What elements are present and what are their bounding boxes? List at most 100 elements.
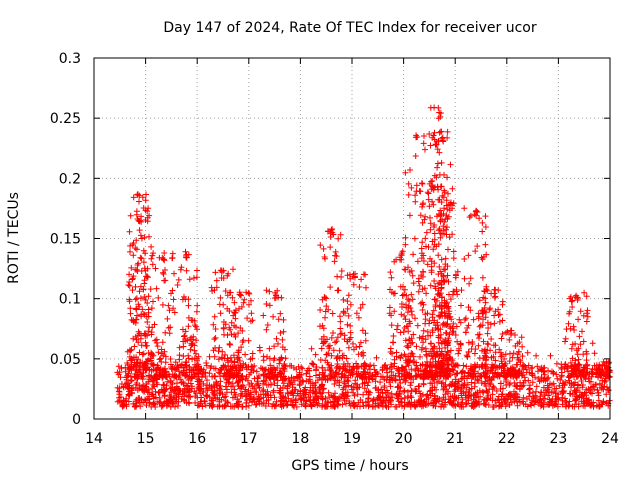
data-point — [160, 269, 166, 276]
data-point — [176, 344, 183, 351]
data-point — [405, 180, 412, 187]
data-point — [157, 398, 164, 405]
data-point — [574, 297, 581, 303]
data-point — [537, 396, 544, 403]
data-point — [472, 346, 479, 353]
data-point — [589, 340, 596, 347]
data-point — [231, 373, 238, 379]
data-point — [516, 370, 523, 377]
data-point — [128, 377, 135, 384]
data-point — [163, 386, 170, 393]
data-point — [135, 301, 142, 308]
data-point — [346, 398, 352, 405]
data-point — [424, 358, 430, 365]
data-point — [437, 110, 444, 117]
data-point — [417, 390, 424, 397]
data-point — [470, 316, 477, 323]
data-point — [589, 390, 595, 397]
data-point — [458, 369, 465, 376]
data-point — [547, 352, 554, 359]
data-point — [555, 396, 562, 403]
data-point — [162, 277, 169, 284]
data-point — [558, 369, 565, 376]
data-point — [312, 379, 319, 386]
data-point — [132, 333, 139, 340]
data-point — [236, 289, 243, 296]
data-point — [328, 352, 335, 359]
data-point — [541, 391, 548, 398]
data-point — [441, 321, 448, 328]
data-point — [529, 379, 536, 386]
data-point — [130, 194, 137, 201]
data-point — [162, 329, 169, 336]
data-point — [520, 394, 527, 401]
data-point — [228, 367, 235, 374]
data-point — [474, 243, 481, 250]
data-point — [206, 353, 213, 360]
data-point — [465, 322, 472, 329]
data-point — [565, 368, 572, 375]
data-point — [529, 364, 536, 371]
data-point — [252, 388, 259, 395]
data-point — [327, 375, 334, 382]
data-point — [559, 401, 566, 408]
data-point — [232, 364, 239, 371]
data-point — [420, 140, 427, 147]
data-point — [357, 339, 364, 346]
data-point — [540, 368, 547, 375]
data-point — [149, 352, 156, 359]
data-point — [492, 286, 499, 293]
data-point — [435, 339, 442, 346]
data-point — [409, 296, 416, 303]
data-point — [484, 319, 491, 326]
data-point — [595, 390, 601, 396]
data-point — [268, 369, 275, 376]
data-point — [407, 340, 414, 347]
data-point — [199, 371, 206, 378]
data-point — [170, 305, 177, 312]
data-point — [209, 373, 216, 380]
data-point — [225, 366, 231, 373]
data-point — [291, 377, 298, 384]
data-point — [506, 358, 513, 365]
data-point — [167, 356, 174, 362]
data-point — [161, 250, 168, 256]
data-point — [467, 212, 474, 219]
data-point — [323, 303, 330, 310]
data-point — [375, 389, 382, 396]
data-point — [430, 345, 437, 351]
data-point — [461, 205, 468, 212]
data-point — [153, 371, 160, 378]
data-point — [562, 379, 569, 385]
data-point — [461, 275, 468, 282]
data-point — [459, 382, 465, 389]
data-point — [433, 174, 440, 181]
data-point — [342, 310, 348, 317]
data-point — [384, 373, 391, 380]
data-point — [482, 402, 489, 408]
data-point — [570, 381, 577, 388]
data-point — [289, 402, 296, 409]
data-point — [448, 400, 455, 407]
data-point — [172, 403, 178, 410]
data-point — [413, 182, 420, 189]
data-point — [165, 324, 172, 331]
data-point — [142, 197, 149, 204]
data-point — [436, 149, 443, 156]
data-point — [427, 226, 434, 233]
data-point — [139, 351, 146, 358]
data-point — [438, 159, 445, 166]
data-point — [454, 370, 461, 377]
data-point — [364, 382, 371, 389]
data-point — [138, 268, 145, 274]
data-point — [491, 320, 498, 327]
data-point — [567, 372, 573, 379]
data-point — [398, 311, 405, 318]
data-point — [173, 373, 180, 380]
data-point — [402, 316, 409, 323]
data-point — [332, 252, 338, 259]
data-point — [276, 360, 283, 367]
data-point — [465, 252, 472, 259]
data-point — [496, 311, 503, 318]
data-point — [308, 403, 315, 410]
